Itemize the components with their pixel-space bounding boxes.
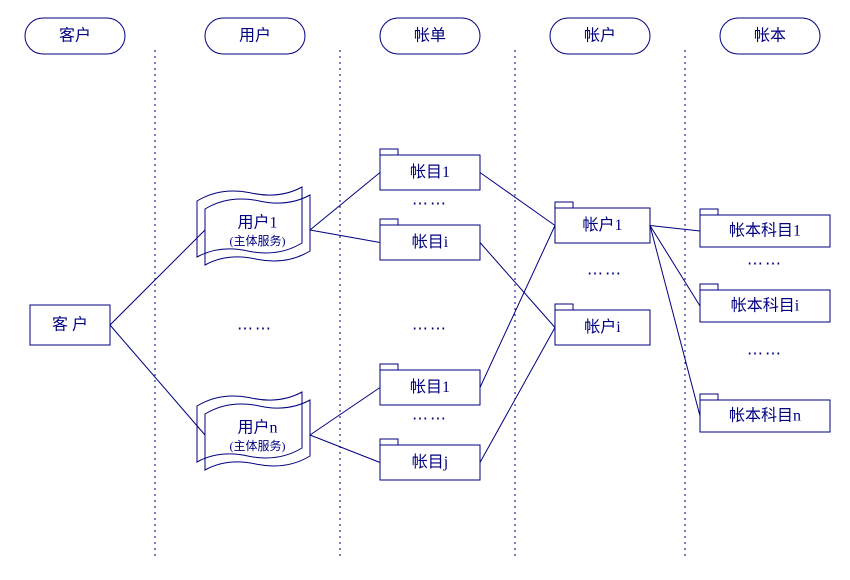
svg-text:帐户: 帐户 (584, 27, 616, 45)
svg-text:帐目1: 帐目1 (410, 378, 450, 396)
svg-text:帐目1: 帐目1 (410, 163, 450, 181)
svg-text:⋯⋯: ⋯⋯ (747, 346, 783, 363)
svg-text:⋯⋯: ⋯⋯ (587, 266, 623, 283)
svg-text:帐户i: 帐户i (584, 318, 621, 336)
svg-text:用户: 用户 (239, 27, 271, 45)
svg-text:用户1: 用户1 (237, 214, 277, 232)
svg-text:⋯⋯: ⋯⋯ (412, 196, 448, 213)
svg-text:帐目j: 帐目j (412, 453, 448, 471)
svg-text:帐户1: 帐户1 (582, 216, 622, 234)
svg-text:⋯⋯: ⋯⋯ (412, 321, 448, 338)
svg-text:帐本科目i: 帐本科目i (731, 297, 800, 315)
svg-text:(主体服务): (主体服务) (230, 233, 286, 248)
svg-text:帐本科目n: 帐本科目n (729, 407, 801, 425)
edges (110, 173, 700, 463)
svg-text:客 户: 客 户 (52, 316, 88, 334)
svg-text:客户: 客户 (59, 27, 91, 45)
svg-text:⋯⋯: ⋯⋯ (412, 411, 448, 428)
svg-text:帐本科目1: 帐本科目1 (729, 222, 801, 240)
diagram-canvas: 客户用户帐单帐户帐本客 户用户1(主体服务)用户n(主体服务)帐目1帐目i帐目1… (0, 0, 850, 580)
svg-text:(主体服务): (主体服务) (230, 438, 286, 453)
svg-text:⋯⋯: ⋯⋯ (747, 256, 783, 273)
svg-text:⋯⋯: ⋯⋯ (237, 321, 273, 338)
svg-text:帐本: 帐本 (754, 27, 786, 45)
svg-text:帐目i: 帐目i (412, 233, 449, 251)
svg-text:帐单: 帐单 (414, 27, 446, 45)
svg-text:用户n: 用户n (237, 419, 277, 437)
